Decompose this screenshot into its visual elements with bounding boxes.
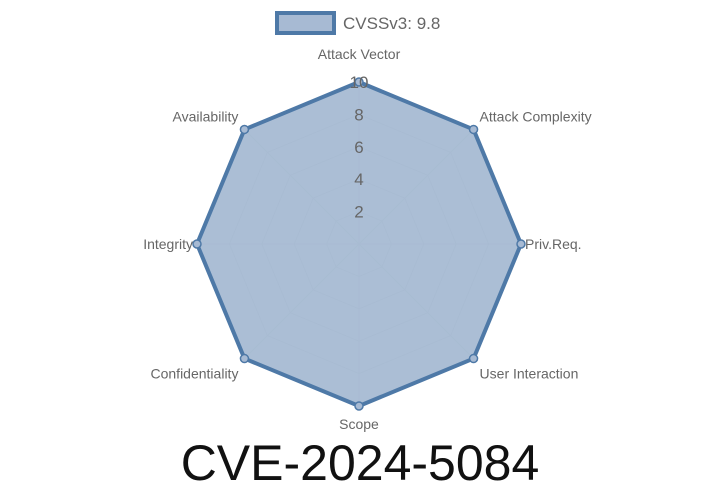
- data-point: [239, 353, 250, 364]
- tick-label: 8: [354, 105, 363, 124]
- axis-label: Availability: [173, 108, 239, 124]
- tick-label: 4: [354, 170, 363, 189]
- legend-swatch: [275, 11, 336, 35]
- axis-label: Confidentiality: [151, 366, 239, 382]
- data-point: [468, 124, 479, 135]
- data-point: [516, 239, 526, 249]
- axis-label: User Interaction: [480, 366, 579, 382]
- tick-label: 2: [354, 203, 363, 222]
- axis-label: Priv.Req.: [525, 236, 582, 252]
- chart-title: CVE-2024-5084: [180, 435, 540, 491]
- data-point: [354, 77, 364, 87]
- tick-label: 6: [354, 138, 363, 157]
- legend-label: CVSSv3: 9.8: [343, 14, 440, 33]
- legend: CVSSv3: 9.8: [275, 11, 440, 35]
- axis-label: Integrity: [143, 236, 193, 252]
- data-point: [468, 353, 479, 364]
- data-point: [354, 401, 364, 411]
- axis-label: Attack Complexity: [480, 108, 592, 124]
- axis-label: Scope: [339, 416, 379, 432]
- data-point: [192, 239, 202, 249]
- axis-label: Attack Vector: [318, 46, 401, 62]
- data-point: [239, 124, 250, 135]
- tick-label: 10: [350, 73, 369, 92]
